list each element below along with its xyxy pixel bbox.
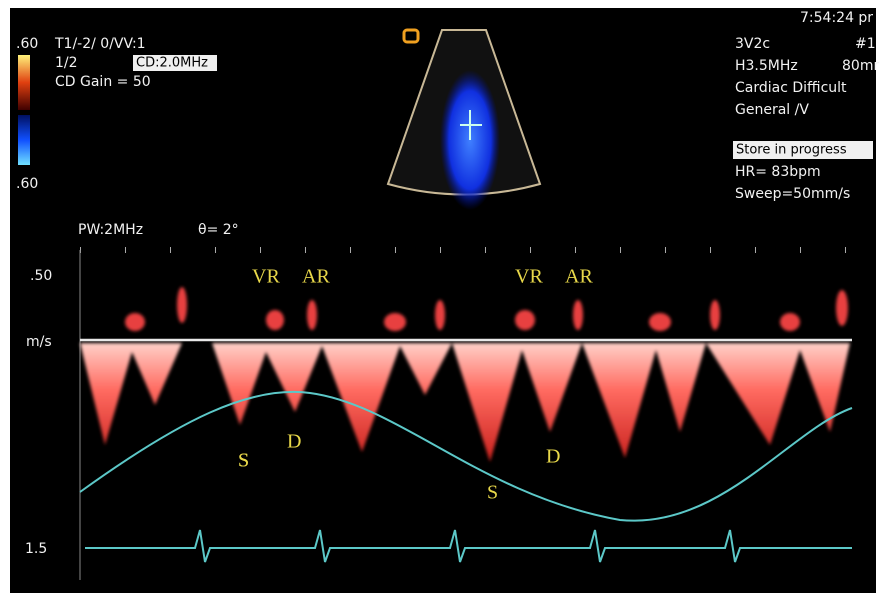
waveform-label: VR	[252, 266, 280, 288]
unit: m/s	[26, 334, 52, 350]
pw-mode: PW:2MHz	[78, 222, 143, 238]
application: General /V	[735, 102, 809, 118]
waveform-label: VR	[515, 266, 543, 288]
waveform-label: S	[238, 450, 249, 472]
waveform-label: AR	[302, 266, 330, 288]
color-bar-blue	[18, 115, 30, 165]
gain: CD Gain = 50	[55, 74, 151, 90]
number: #1	[855, 36, 876, 52]
sweep: Sweep=50mm/s	[735, 186, 850, 202]
ecg-scale: 1.5	[25, 541, 47, 557]
ratio: 1/2	[55, 55, 78, 71]
heart-rate: HR= 83bpm	[735, 164, 821, 180]
waveform-label: S	[487, 482, 498, 504]
color-bar-red	[18, 55, 30, 110]
scale-bottom: .60	[16, 176, 38, 192]
time: 7:54:24 pr	[800, 10, 873, 26]
ultrasound-screen: .60 T1/-2/ 0/VV:1 1/2 CD:2.0MHz CD Gain …	[0, 0, 885, 602]
velocity-scale: .50	[30, 268, 52, 284]
freq: H3.5MHz	[735, 58, 798, 74]
probe: 3V2c	[735, 36, 770, 52]
preset: Cardiac Difficult	[735, 80, 847, 96]
angle: θ= 2°	[198, 222, 239, 238]
mode: T1/-2/ 0/VV:1	[54, 36, 146, 52]
cd-freq: CD:2.0MHz	[136, 56, 208, 71]
waveform-label: D	[287, 431, 301, 453]
status: Store in progress	[736, 143, 847, 158]
scale-top: .60	[16, 36, 38, 52]
waveform-label: AR	[565, 266, 593, 288]
waveform-label: D	[546, 446, 560, 468]
depth: 80mr	[842, 58, 879, 74]
